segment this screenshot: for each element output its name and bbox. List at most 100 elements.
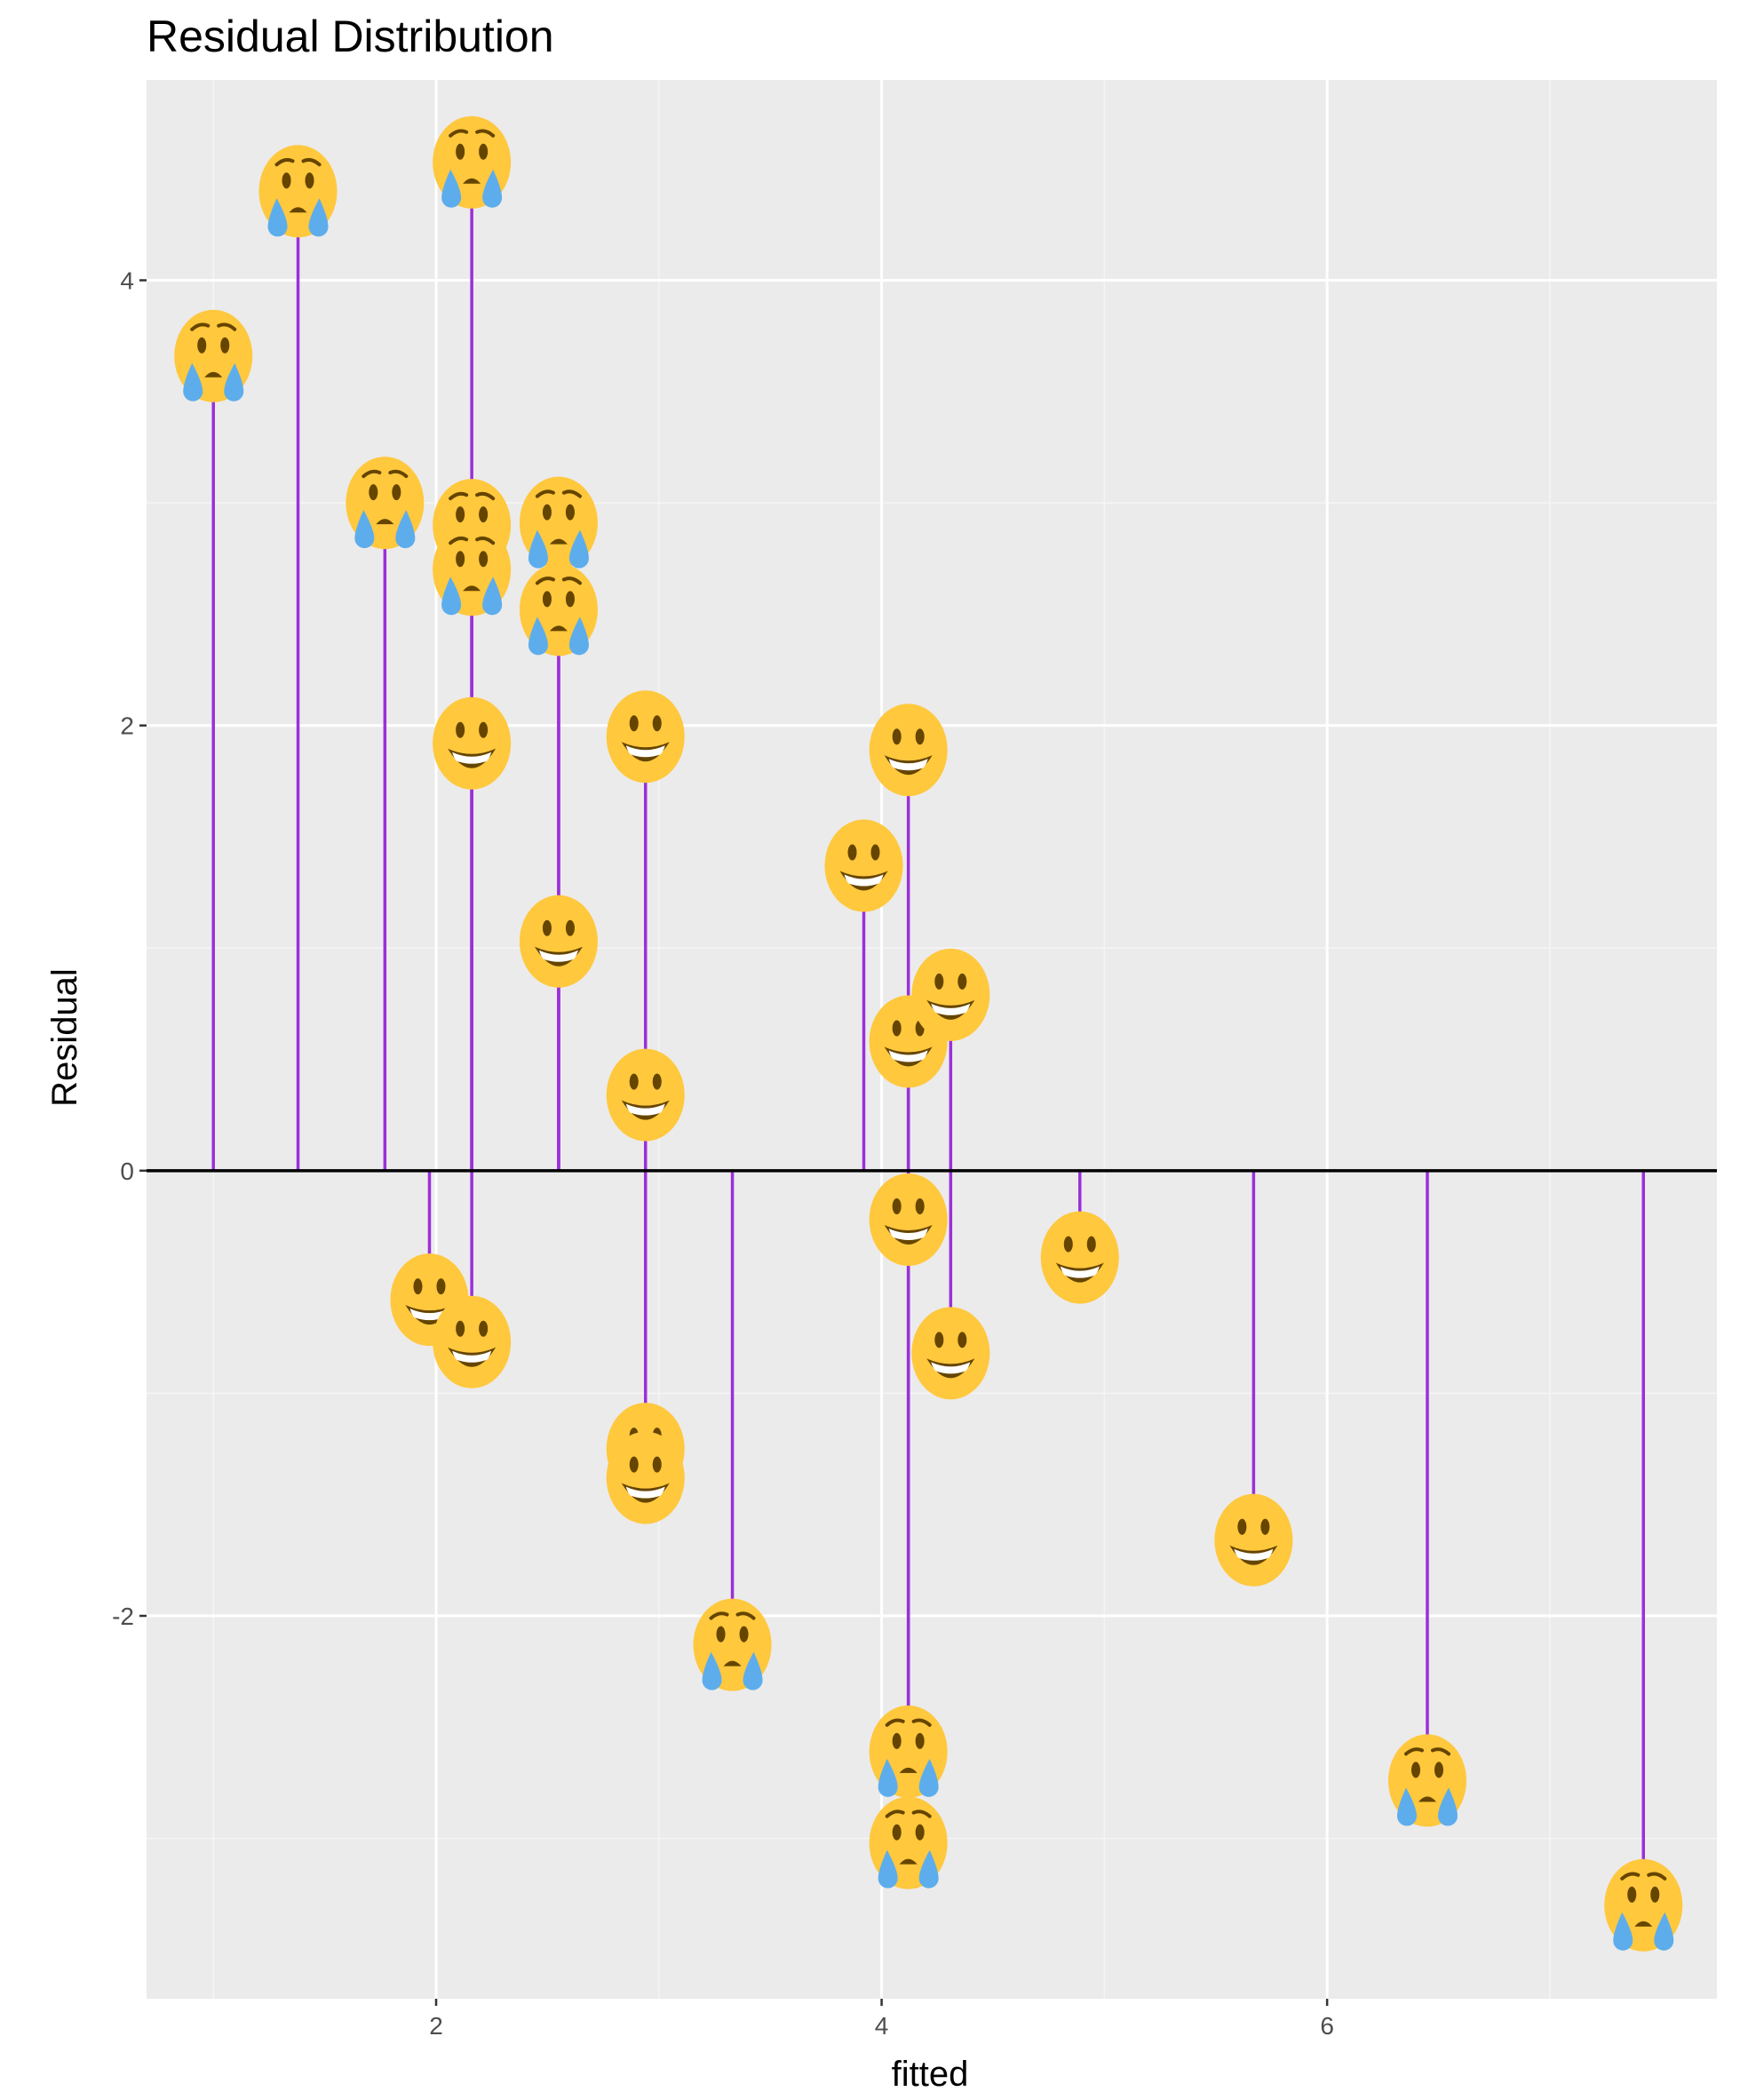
chart-title: Residual Distribution [147,12,554,61]
left-eye [934,1332,944,1348]
grinning-face-icon [606,1048,685,1141]
right-eye [1650,1886,1660,1903]
right-eye [652,1456,662,1473]
y-tick-label: -2 [112,1603,134,1630]
left-brow [190,322,211,331]
teeth [1234,1548,1274,1561]
right-eye [739,1626,749,1643]
face [606,1048,685,1141]
teeth [844,874,884,887]
face [606,690,685,784]
right-eye [957,1332,967,1348]
left-eye [629,1073,639,1090]
grinning-face-icon [911,1307,990,1400]
left-brow [535,577,555,585]
crying-face-icon [693,1598,772,1691]
mouth [204,371,223,378]
mouth [289,207,307,213]
mouth [899,1767,918,1773]
right-tear [1437,1787,1458,1826]
right-eye [479,1320,489,1337]
right-eye [479,143,489,160]
mouth [723,1660,742,1666]
grinning-face-icon [1214,1493,1293,1587]
left-eye [934,973,944,990]
face [1040,1211,1119,1304]
right-eye [305,172,314,189]
grinning-face-icon [606,1431,685,1524]
x-tick-label: 6 [1320,2012,1334,2040]
left-brow [449,129,469,138]
right-brow [475,536,496,545]
left-eye [1237,1518,1247,1535]
mouth [549,625,568,632]
left-eye [892,1824,902,1841]
grinning-face-icon [433,696,512,790]
crying-face-icon [1387,1734,1466,1827]
left-brow [1403,1747,1424,1756]
left-tear [441,577,462,616]
right-brow [475,491,496,501]
left-tear [267,198,288,237]
face [1214,1493,1293,1587]
left-eye [542,919,552,936]
right-tear [568,616,589,656]
right-tear [918,1758,939,1797]
face [911,1307,990,1400]
grinning-face-icon [869,1173,948,1266]
right-brow [911,1718,932,1727]
right-eye [915,728,925,745]
left-eye [456,1320,465,1337]
teeth [625,745,665,758]
left-tear [878,1758,898,1797]
right-eye [565,591,575,608]
right-eye [652,1073,662,1090]
grinning-face-icon [606,690,685,784]
left-tear [183,362,203,402]
crying-face-icon [519,563,598,656]
right-brow [217,322,237,331]
teeth [452,752,492,764]
left-eye [716,1626,726,1643]
right-tear [482,169,503,208]
teeth [888,1228,928,1240]
y-tick-label: 4 [120,267,134,295]
crying-face-icon [433,115,512,209]
face [911,948,990,1041]
left-eye [542,591,552,608]
left-brow [274,157,295,167]
grinning-face-icon [1040,1211,1119,1304]
left-eye [456,551,465,568]
face [824,819,903,912]
right-brow [911,1810,932,1818]
right-eye [652,715,662,732]
grinning-face-icon [869,704,948,797]
right-eye [436,1278,446,1295]
left-eye [197,337,207,354]
right-eye [479,506,489,523]
left-eye [892,1020,902,1037]
left-tear [1613,1912,1633,1951]
grinning-face-icon [519,895,598,988]
right-eye [957,973,967,990]
face [433,1295,512,1388]
right-brow [1647,1872,1667,1881]
left-eye [892,1197,902,1214]
face [869,704,948,797]
grinning-face-icon [911,948,990,1041]
crying-face-icon [519,476,598,569]
left-eye [456,506,465,523]
left-eye [456,721,465,738]
right-brow [301,157,322,167]
face [433,696,512,790]
right-brow [735,1611,756,1620]
right-eye [220,337,230,354]
x-axis-ticks: 2 4 6 [429,1999,1334,2040]
left-eye [413,1278,423,1295]
left-tear [441,169,462,208]
mouth [1418,1796,1436,1802]
teeth [1060,1266,1100,1278]
left-tear [702,1651,722,1690]
